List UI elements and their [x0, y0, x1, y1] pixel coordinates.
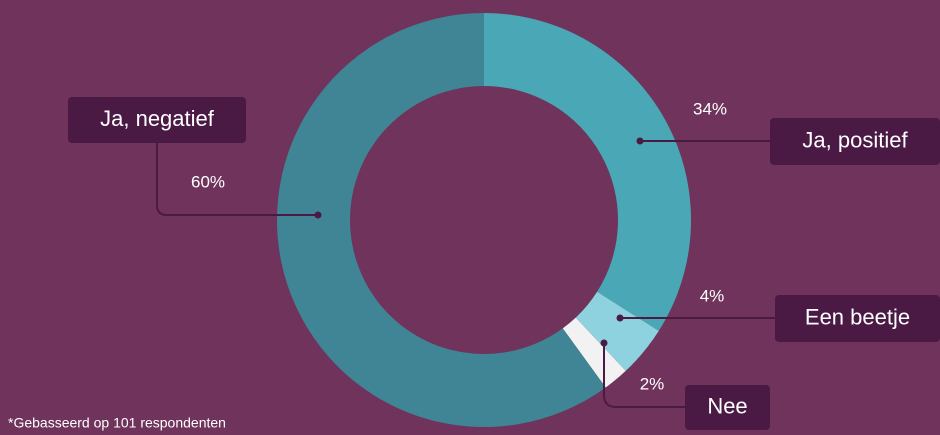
label-box [685, 385, 770, 430]
category-label: Ja, negatief [100, 106, 215, 131]
callout-line [603, 343, 685, 408]
donut-slice [562, 317, 626, 388]
value-label: 34% [693, 99, 727, 118]
value-label: 2% [640, 374, 665, 393]
callout-dot [314, 211, 322, 219]
label-box [68, 97, 246, 143]
label-box [770, 118, 940, 165]
callout-line [156, 143, 318, 216]
category-label: Nee [707, 393, 747, 418]
callout-dot [636, 137, 644, 145]
footnote: *Gebasseerd op 101 respondenten [8, 415, 226, 431]
category-label: Een beetje [805, 304, 910, 329]
donut-slice [484, 13, 691, 331]
callout-dot [600, 339, 608, 347]
value-label: 4% [700, 286, 725, 305]
value-label: 60% [191, 172, 225, 191]
callout-dot [616, 314, 624, 322]
label-box [775, 295, 940, 342]
category-label: Ja, positief [802, 127, 908, 152]
donut-slice [276, 13, 606, 428]
donut-slice [575, 291, 659, 371]
